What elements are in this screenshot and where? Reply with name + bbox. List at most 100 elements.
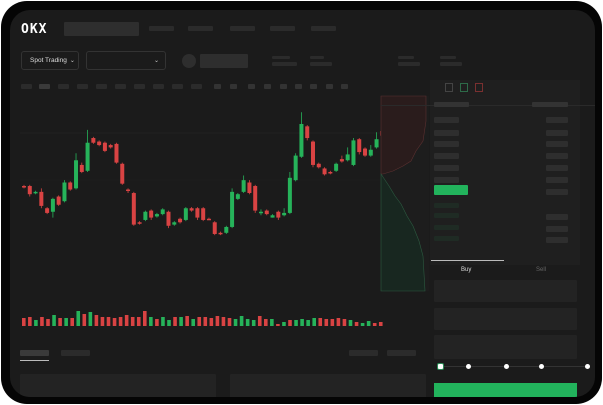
candle-body: [74, 160, 79, 189]
candle-body: [345, 154, 350, 161]
tab-open-orders[interactable]: [20, 350, 49, 356]
volume-bar: [354, 322, 359, 326]
book-both-icon[interactable]: [445, 83, 453, 92]
tab-buy[interactable]: Buy: [461, 267, 472, 273]
app-screen: OKX Spot Trading ⌄ ⌄ Buy Sell: [10, 10, 595, 397]
volume-bar: [366, 321, 371, 326]
slider-stop-25[interactable]: [466, 364, 471, 369]
volume-bar: [300, 319, 304, 326]
volume-bar: [94, 315, 99, 326]
candle-body: [258, 211, 263, 214]
candle-body: [247, 182, 252, 194]
volume-bar: [167, 320, 171, 326]
tab-sell[interactable]: Sell: [536, 267, 547, 273]
active-tab-underline: [20, 360, 49, 361]
market-type-label: Spot Trading: [30, 57, 67, 64]
volume-bar: [233, 319, 238, 326]
candle-body: [108, 145, 113, 148]
chart-tool-icon[interactable]: [264, 84, 271, 89]
volume-bar: [251, 320, 256, 326]
volume-bar: [360, 323, 365, 326]
nav-item[interactable]: [311, 26, 336, 31]
ask-price: [434, 141, 459, 147]
timeframe-button[interactable]: [153, 84, 164, 89]
candle-body: [311, 141, 315, 165]
candlestick-chart[interactable]: [10, 10, 595, 397]
volume-bar: [52, 315, 56, 326]
slider-stop-100[interactable]: [585, 364, 590, 369]
ask-price: [434, 153, 459, 159]
coin-icon: [182, 54, 196, 68]
volume-bar: [112, 318, 117, 326]
amount-slider[interactable]: [440, 366, 590, 367]
chart-tool-icon[interactable]: [248, 84, 255, 89]
filter-button[interactable]: [387, 350, 416, 356]
bid-size: [546, 226, 568, 232]
candle-body: [316, 163, 321, 168]
candle-body: [276, 211, 281, 218]
candle-body: [50, 198, 55, 212]
candle-body: [114, 143, 119, 163]
pair-dropdown[interactable]: ⌄: [86, 51, 166, 70]
price-input[interactable]: [434, 280, 577, 302]
volume-bar: [203, 317, 208, 326]
amount-input[interactable]: [434, 308, 577, 330]
timeframe-button[interactable]: [21, 84, 32, 89]
last-price: [434, 185, 468, 195]
volume-bar: [136, 317, 141, 326]
total-input[interactable]: [434, 335, 577, 359]
volume-bar: [40, 317, 44, 326]
timeframe-button[interactable]: [58, 84, 69, 89]
chart-tool-icon[interactable]: [295, 84, 302, 89]
buy-button[interactable]: [434, 383, 577, 397]
volume-bar: [155, 319, 159, 326]
market-type-dropdown[interactable]: Spot Trading ⌄: [21, 51, 79, 70]
volume-bar: [149, 317, 153, 326]
book-bids-icon[interactable]: [460, 83, 468, 92]
candle-body: [178, 218, 183, 223]
search-bar[interactable]: [64, 22, 139, 36]
timeframe-button[interactable]: [77, 84, 88, 89]
okx-logo[interactable]: OKX: [21, 22, 48, 37]
slider-stop-50[interactable]: [504, 364, 509, 369]
bid-price: [434, 203, 459, 208]
nav-item[interactable]: [230, 26, 255, 31]
timeframe-button[interactable]: [115, 84, 126, 89]
timeframe-button[interactable]: [39, 84, 50, 89]
tab-order-history[interactable]: [61, 350, 90, 356]
slider-handle[interactable]: [437, 363, 444, 370]
volume-bar: [264, 319, 268, 326]
volume-bar: [124, 315, 129, 326]
timeframe-button[interactable]: [172, 84, 183, 89]
candle-body: [264, 210, 269, 215]
bid-price: [434, 236, 459, 241]
candle-body: [137, 222, 142, 224]
divider: [381, 105, 595, 106]
chart-tool-icon[interactable]: [280, 84, 287, 89]
chart-tool-icon[interactable]: [230, 84, 237, 89]
timeframe-button[interactable]: [191, 84, 202, 89]
timeframe-button[interactable]: [96, 84, 107, 89]
nav-item[interactable]: [270, 26, 295, 31]
nav-item[interactable]: [149, 26, 174, 31]
chart-tool-icon[interactable]: [310, 84, 317, 89]
volume-bar: [82, 314, 87, 326]
candle-body: [97, 141, 102, 146]
chart-tool-icon[interactable]: [214, 84, 221, 89]
candle-body: [363, 148, 368, 156]
bid-size: [546, 237, 568, 243]
chart-tool-icon[interactable]: [341, 84, 348, 89]
candle-body: [120, 163, 125, 184]
volume-bar: [282, 322, 286, 326]
nav-item[interactable]: [188, 26, 213, 31]
book-asks-icon[interactable]: [475, 83, 483, 92]
chart-tool-icon[interactable]: [326, 84, 333, 89]
timeframe-button[interactable]: [134, 84, 145, 89]
candle-body: [39, 191, 44, 206]
ask-size: [546, 130, 568, 136]
volume-bar: [239, 316, 244, 326]
slider-stop-75[interactable]: [539, 364, 544, 369]
filter-button[interactable]: [349, 350, 378, 356]
candle-body: [235, 194, 240, 199]
